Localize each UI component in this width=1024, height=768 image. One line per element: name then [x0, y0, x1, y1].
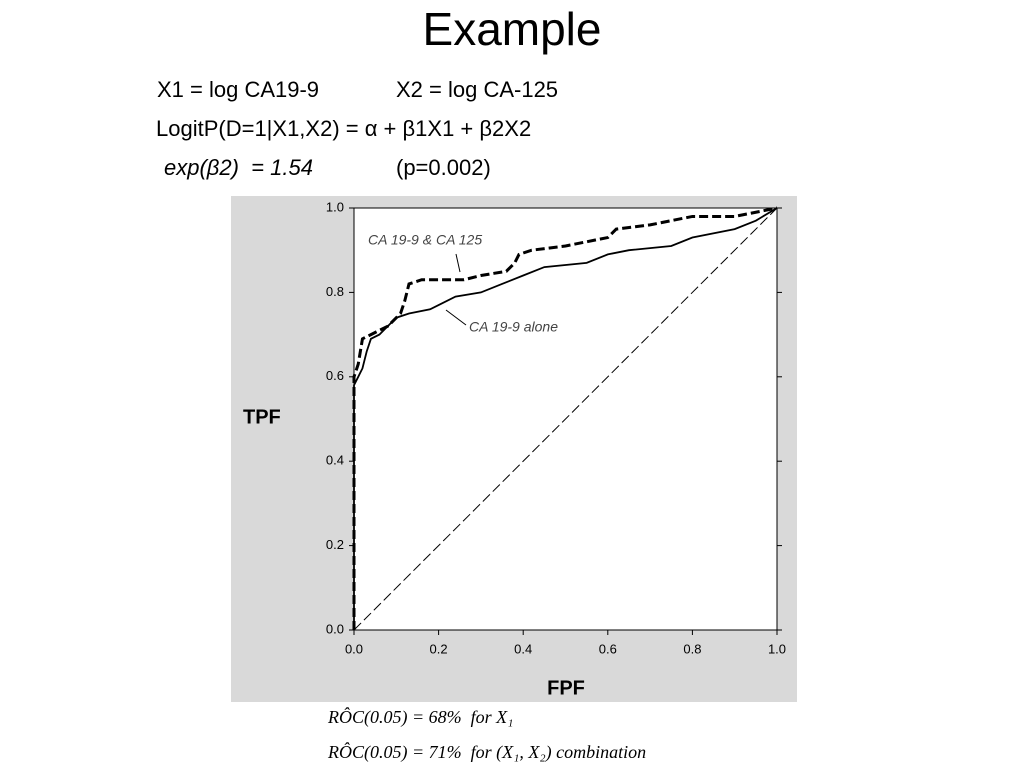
slide-title: Example	[422, 3, 602, 55]
x-tick-label: 0.2	[430, 641, 448, 656]
y-tick-label: 0.4	[326, 453, 344, 468]
plot-area	[353, 207, 778, 631]
series-line	[352, 206, 778, 630]
footer-formula: RÔC(0.05) = 71% for (X₁, X₂) combination	[328, 742, 647, 762]
formula: X1 = log CA19-9	[157, 77, 320, 102]
x-tick-label: 0.4	[514, 641, 532, 656]
x-tick-label: 0.8	[683, 641, 701, 656]
x-axis-label: FPF	[547, 677, 585, 699]
x-tick-label: 0.0	[345, 641, 363, 656]
formula: LogitP(D=1|X1,X2) = α + β1X1 + β2X2	[156, 116, 532, 141]
formula: exp(β2) = 1.54	[164, 155, 313, 180]
y-tick-label: 1.0	[326, 199, 344, 214]
y-axis-label: TPF	[243, 406, 281, 428]
chart-background	[231, 196, 797, 702]
y-tick-label: 0.6	[326, 368, 344, 383]
x-tick-label: 0.6	[599, 641, 617, 656]
annotation-arrow	[455, 253, 461, 273]
annotation: CA 19-9 alone	[469, 319, 558, 335]
y-tick-label: 0.0	[326, 621, 344, 636]
x-tick-label: 1.0	[768, 641, 786, 656]
series-line	[353, 207, 778, 630]
annotation-arrow	[445, 309, 467, 326]
footer-formula: RÔC(0.05) = 68% for X₁	[328, 707, 514, 727]
formula: X2 = log CA-125	[396, 77, 559, 102]
y-tick-label: 0.2	[326, 537, 344, 552]
series-line	[353, 207, 778, 631]
y-tick-label: 0.8	[326, 284, 344, 299]
formula: (p=0.002)	[396, 155, 491, 180]
annotation: CA 19-9 & CA 125	[368, 232, 482, 248]
